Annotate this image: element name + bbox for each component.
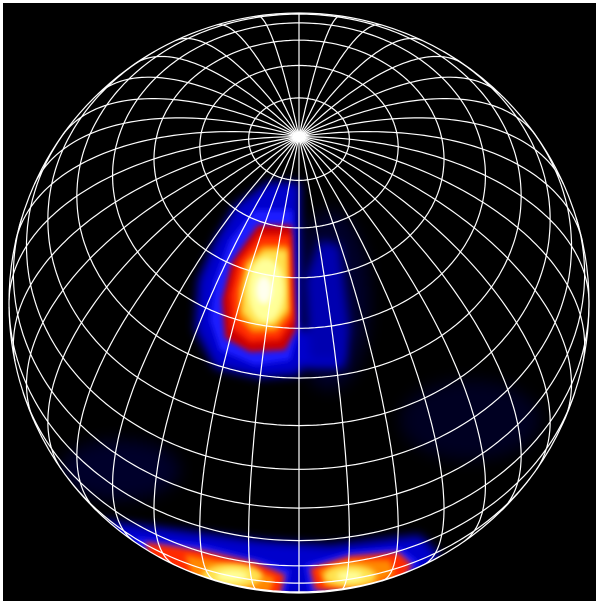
meridian-line [298, 98, 536, 138]
meridian-line [298, 136, 486, 543]
meridian-line [8, 136, 299, 301]
meridian-line [153, 136, 300, 566]
parallel-line [22, 392, 576, 567]
meridian-line [34, 117, 300, 185]
meridian-line [298, 136, 551, 470]
meridian-line [298, 117, 564, 185]
meridian-line [216, 24, 300, 137]
meridian-line [298, 136, 399, 582]
parallel-line [12, 217, 586, 509]
meridian-line [76, 136, 300, 511]
sphere-outline [8, 12, 590, 594]
parallel-line [67, 477, 531, 584]
parallel-line [112, 22, 486, 329]
meridian-line [47, 136, 300, 470]
image-frame [3, 3, 596, 601]
parallel-line [47, 50, 551, 427]
parallel-line [8, 303, 590, 542]
parallel-line [153, 39, 445, 279]
meridian-line [199, 136, 300, 582]
meridian-line [298, 76, 501, 138]
parallel-line [25, 130, 573, 470]
meridian-line [175, 37, 300, 138]
parallel-line [76, 13, 522, 379]
meridian-line [298, 131, 584, 242]
parallel-line [248, 97, 350, 181]
meridian-line [298, 136, 445, 566]
stellar-map-svg [3, 3, 596, 601]
meridian-line [298, 24, 382, 137]
meridian-line [299, 136, 590, 303]
meridian-line [25, 136, 300, 420]
meridian-line [135, 55, 300, 138]
meridian-line [298, 136, 573, 420]
meridian-line [257, 15, 300, 137]
meridian-line [97, 76, 300, 138]
meridian-line [14, 131, 300, 242]
meridian-line [62, 98, 300, 138]
meridian-line [248, 136, 300, 591]
parallel-line [199, 64, 399, 229]
meridian-line [298, 136, 350, 591]
meridian-line [298, 37, 423, 138]
latitude-longitude-grid [8, 12, 590, 594]
meridian-line [298, 55, 463, 138]
meridian-line [112, 136, 300, 543]
meridian-line [298, 136, 522, 511]
meridian-line [298, 15, 341, 137]
